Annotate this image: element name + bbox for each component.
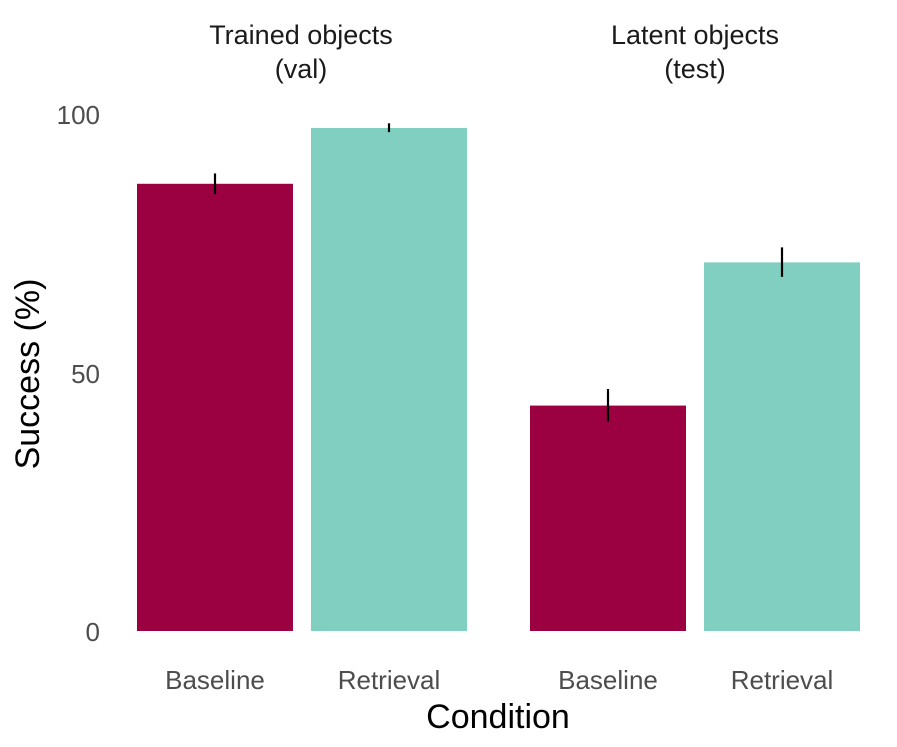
- x-tick-label-trained-retrieval: Retrieval: [338, 665, 441, 695]
- y-tick-label-50: 50: [71, 359, 100, 389]
- y-tick-label-0: 0: [86, 617, 100, 647]
- y-tick-label-100: 100: [57, 100, 100, 130]
- x-tick-label-trained-baseline: Baseline: [165, 665, 265, 695]
- facet-title-latent-line1: Latent objects: [611, 20, 779, 50]
- facet-title-latent-line2: (test): [664, 54, 726, 84]
- facet-title-trained-line2: (val): [275, 54, 328, 84]
- plot-area: [137, 123, 860, 632]
- x-tick-label-latent-retrieval: Retrieval: [731, 665, 834, 695]
- bar-latent-baseline: [530, 405, 686, 631]
- bar-latent-retrieval: [704, 262, 860, 631]
- x-axis-title: Condition: [426, 698, 570, 736]
- bar-trained-baseline: [137, 183, 293, 632]
- x-tick-label-latent-baseline: Baseline: [558, 665, 658, 695]
- bar-trained-retrieval: [311, 127, 467, 632]
- y-axis-title: Success (%): [9, 279, 47, 470]
- facet-title-trained-line1: Trained objects: [209, 20, 393, 50]
